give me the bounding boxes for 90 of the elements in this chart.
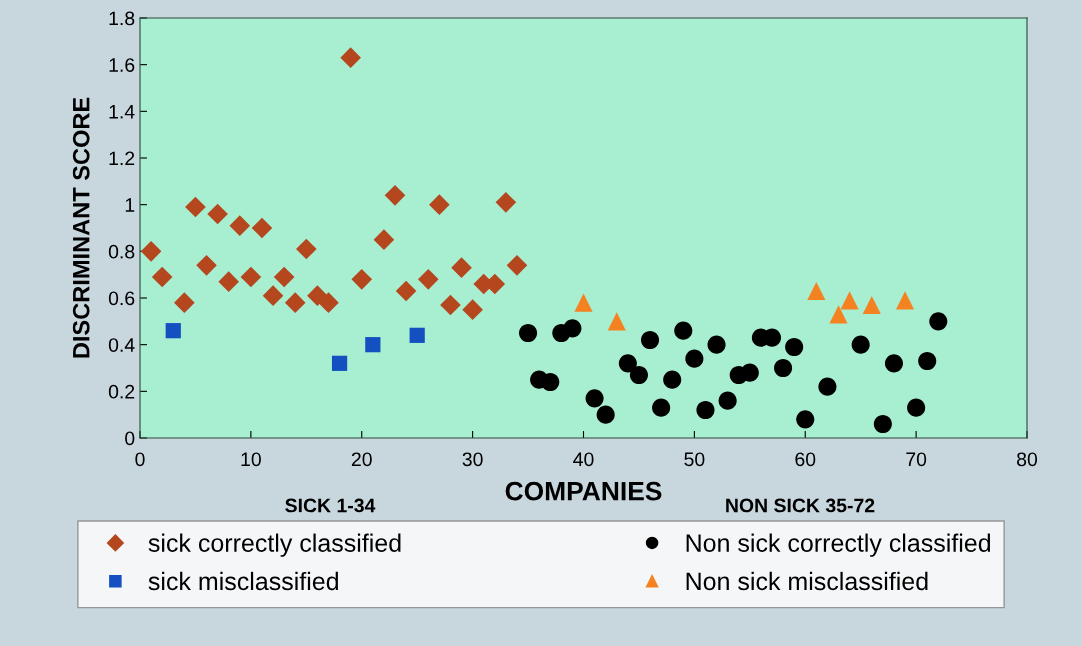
point (918, 351, 937, 371)
legend-label: Non sick correctly classified (686, 533, 991, 557)
x-tick-label: 80 (1017, 452, 1038, 467)
point (796, 410, 815, 429)
point (607, 312, 626, 331)
point (331, 355, 348, 371)
y-tick-label: 1.4 (109, 105, 135, 119)
point (251, 217, 273, 239)
point (207, 203, 228, 225)
point (884, 354, 903, 373)
point (373, 229, 395, 250)
legend-label: sick correctly classified (148, 533, 401, 557)
legend-label: Non sick misclassified (686, 571, 928, 591)
point (429, 194, 450, 215)
point (462, 299, 483, 320)
point (674, 321, 693, 340)
point (240, 266, 262, 288)
point (351, 269, 373, 290)
point (174, 292, 195, 313)
point (451, 257, 472, 278)
point (262, 285, 284, 306)
point (541, 372, 560, 392)
point (140, 241, 162, 262)
y-tick-label: 1.6 (109, 58, 135, 72)
point (907, 398, 926, 417)
point (840, 291, 859, 310)
point (640, 330, 660, 350)
text: NON SICK 35-72 (726, 498, 875, 513)
point (318, 292, 339, 313)
y-tick-label: 0 (125, 431, 135, 446)
point (618, 354, 637, 373)
point (395, 280, 417, 302)
point (707, 335, 726, 354)
point (929, 312, 948, 331)
point (440, 294, 461, 316)
point (685, 349, 704, 368)
point (365, 337, 381, 353)
y-tick-label: 1.8 (109, 11, 135, 26)
point (506, 255, 528, 276)
point (596, 405, 615, 424)
x-tick-label: 70 (906, 452, 927, 467)
point (296, 238, 317, 260)
point (284, 292, 306, 313)
point (151, 266, 173, 288)
y-tick-label: 0.8 (108, 244, 135, 259)
x-tick-label: 60 (795, 452, 816, 467)
point (862, 295, 881, 315)
legend-label: sick misclassified (148, 571, 338, 591)
y-tick-label: 0.4 (108, 338, 135, 352)
point (774, 358, 793, 378)
point (384, 185, 406, 206)
point (340, 47, 361, 68)
point (585, 389, 604, 408)
point (895, 291, 915, 310)
y-tick-label: 0.6 (108, 291, 135, 306)
point (417, 269, 439, 290)
point (574, 293, 593, 312)
x-tick-label: 0 (135, 452, 145, 467)
point (629, 365, 648, 385)
point (696, 400, 715, 420)
y-axis-title: DISCRIMINANT SCORE (72, 97, 90, 358)
point (519, 323, 538, 343)
point (851, 335, 870, 354)
point (873, 414, 892, 434)
x-axis-title: COMPANIES (505, 481, 662, 501)
y-tick-label: 0.2 (108, 384, 135, 399)
point (785, 337, 804, 357)
point (495, 192, 517, 213)
point (818, 377, 837, 396)
point (218, 271, 239, 292)
point (563, 319, 582, 338)
x-tick-label: 20 (351, 452, 372, 467)
point (409, 327, 425, 343)
text: SICK 1-34 (285, 498, 376, 513)
point (185, 196, 206, 218)
point (829, 305, 848, 324)
y-tick-label: 1 (125, 198, 135, 212)
x-tick-label: 40 (573, 452, 594, 467)
point (807, 281, 826, 301)
point (273, 266, 295, 288)
x-tick-label: 10 (241, 452, 261, 467)
point (165, 323, 181, 339)
point (196, 255, 217, 276)
x-tick-label: 50 (684, 452, 705, 467)
y-tick-label: 1.2 (109, 151, 135, 166)
point (229, 215, 251, 236)
x-tick-label: 30 (462, 452, 483, 467)
point (663, 370, 682, 389)
point (718, 391, 737, 410)
point (652, 398, 671, 417)
